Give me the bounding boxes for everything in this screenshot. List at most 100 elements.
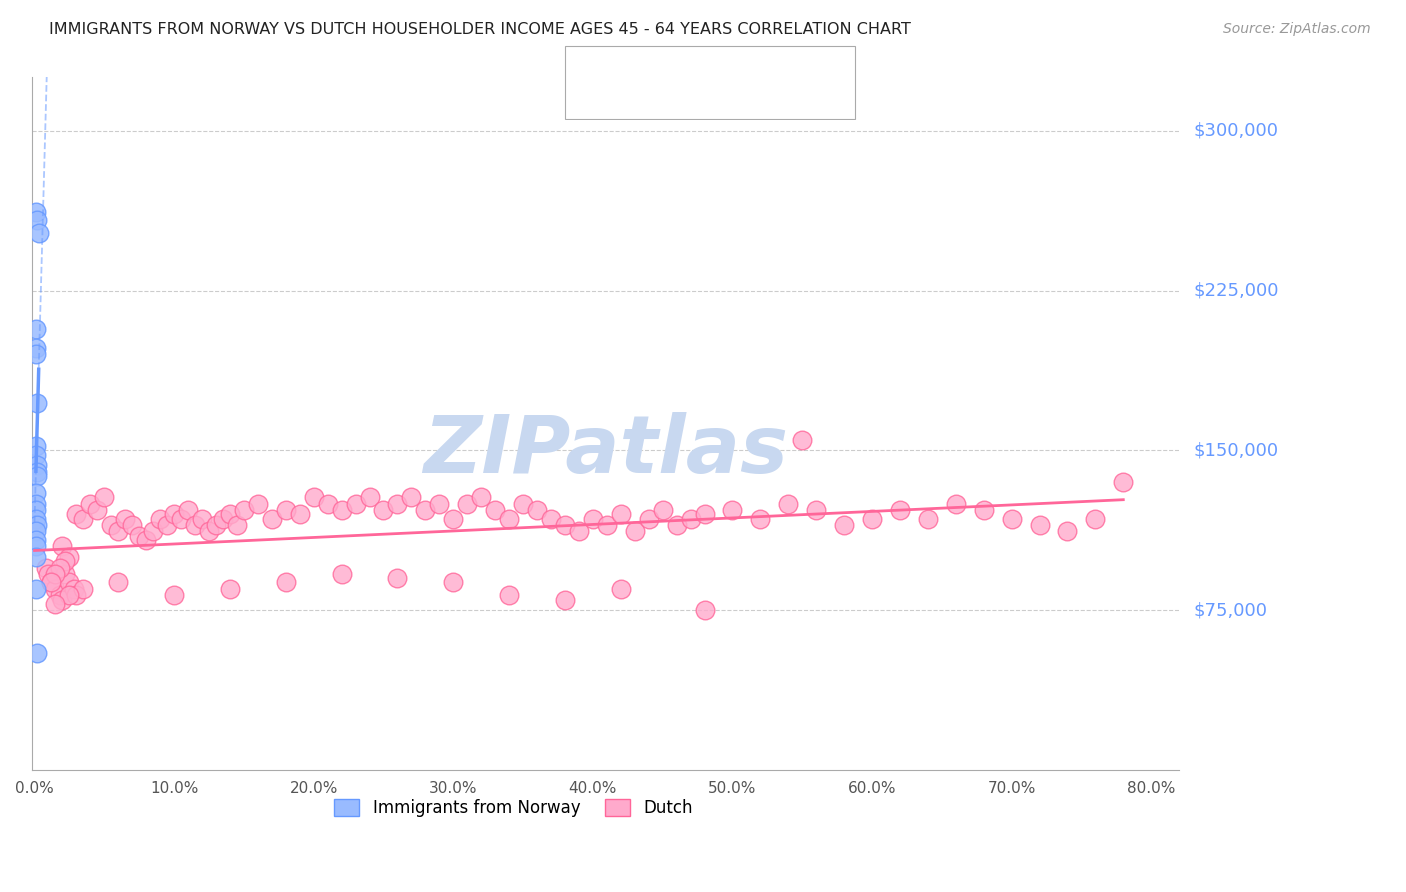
Point: [25, 511, 48, 525]
Point: [232, 503, 254, 517]
Point: [359, 490, 381, 504]
Point: [860, 511, 883, 525]
Point: [25, 582, 48, 596]
Text: R =: R =: [610, 93, 637, 107]
Point: [25, 439, 48, 453]
Point: [65, 588, 87, 602]
Point: [665, 517, 688, 532]
Point: [25, 533, 48, 547]
Point: [260, 511, 283, 525]
Point: [651, 503, 673, 517]
Point: [48, 588, 70, 602]
Point: [58, 588, 80, 602]
Point: [163, 508, 186, 522]
Point: [512, 497, 534, 511]
Point: [387, 497, 409, 511]
Point: [302, 490, 325, 504]
Point: [792, 433, 814, 447]
Point: [25, 204, 48, 219]
Point: [191, 511, 214, 525]
Text: 23: 23: [778, 58, 799, 72]
Point: [721, 503, 744, 517]
Point: [170, 511, 193, 525]
Point: [51, 592, 73, 607]
Text: IMMIGRANTS FROM NORWAY VS DUTCH HOUSEHOLDER INCOME AGES 45 - 64 YEARS CORRELATIO: IMMIGRANTS FROM NORWAY VS DUTCH HOUSEHOL…: [49, 22, 911, 37]
Point: [693, 603, 716, 617]
Point: [219, 582, 242, 596]
Point: [288, 508, 311, 522]
FancyBboxPatch shape: [574, 53, 600, 78]
Point: [25, 341, 48, 355]
Point: [51, 539, 73, 553]
Point: [184, 517, 207, 532]
Point: [401, 490, 423, 504]
Text: R =: R =: [610, 58, 637, 72]
Point: [156, 517, 179, 532]
Point: [1001, 511, 1024, 525]
Point: [498, 588, 520, 602]
Point: [610, 582, 633, 596]
Point: [100, 517, 122, 532]
Point: [212, 511, 235, 525]
Point: [25, 539, 48, 553]
Point: [27, 517, 49, 532]
Point: [163, 588, 186, 602]
Point: [44, 597, 66, 611]
Point: [1028, 517, 1050, 532]
Point: [693, 508, 716, 522]
Point: [973, 503, 995, 517]
Point: [226, 517, 249, 532]
Point: [456, 497, 478, 511]
Point: [832, 517, 855, 532]
Point: [526, 503, 548, 517]
Point: [917, 511, 939, 525]
Text: $75,000: $75,000: [1194, 601, 1267, 619]
Point: [387, 571, 409, 585]
Point: [142, 524, 165, 539]
Text: 0.342: 0.342: [651, 93, 697, 107]
Point: [778, 497, 800, 511]
Point: [1084, 511, 1107, 525]
Text: Source: ZipAtlas.com: Source: ZipAtlas.com: [1223, 22, 1371, 37]
Point: [37, 566, 59, 581]
Point: [34, 560, 56, 574]
Point: [25, 524, 48, 539]
Point: [441, 575, 464, 590]
Point: [177, 503, 200, 517]
Point: [219, 508, 242, 522]
Point: [415, 503, 437, 517]
Point: [540, 511, 562, 525]
Point: [48, 560, 70, 574]
Point: [1112, 475, 1135, 490]
Point: [25, 486, 48, 500]
Point: [679, 511, 702, 525]
Point: [53, 554, 76, 568]
Point: [27, 465, 49, 479]
Point: [53, 566, 76, 581]
Point: [44, 566, 66, 581]
Point: [25, 497, 48, 511]
Point: [86, 503, 108, 517]
Text: N =: N =: [734, 58, 761, 72]
Point: [806, 503, 828, 517]
Point: [274, 503, 297, 517]
Point: [596, 517, 619, 532]
Point: [25, 448, 48, 462]
Point: [28, 226, 51, 240]
Point: [274, 575, 297, 590]
Point: [441, 511, 464, 525]
Point: [39, 575, 62, 590]
Point: [79, 497, 101, 511]
Point: [27, 646, 49, 660]
Point: [637, 511, 659, 525]
Text: $225,000: $225,000: [1194, 282, 1278, 300]
Text: ZIPatlas: ZIPatlas: [423, 412, 787, 491]
FancyBboxPatch shape: [574, 87, 600, 112]
FancyBboxPatch shape: [565, 46, 855, 119]
Text: $300,000: $300,000: [1194, 121, 1278, 140]
Legend: Immigrants from Norway, Dutch: Immigrants from Norway, Dutch: [328, 792, 700, 824]
Point: [135, 533, 157, 547]
Point: [373, 503, 395, 517]
Point: [568, 524, 591, 539]
Point: [27, 213, 49, 227]
